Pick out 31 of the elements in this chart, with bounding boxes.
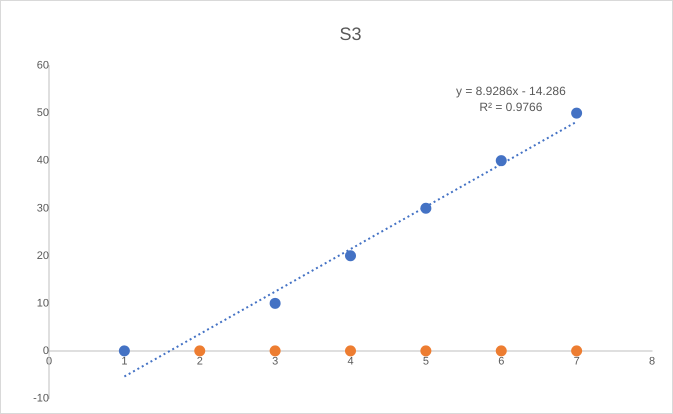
point (118, 345, 130, 356)
x-tick-label: 8 (648, 355, 656, 368)
x-tick-label: 5 (422, 355, 429, 368)
x-tick-label: 1 (121, 355, 128, 368)
point (496, 345, 507, 356)
point (345, 345, 356, 356)
point (270, 298, 281, 309)
x-tick-label: 7 (574, 355, 580, 368)
x-tick-label: 3 (272, 355, 278, 368)
point (420, 202, 432, 214)
y-tick-label: 50 (36, 107, 49, 120)
y-tick-label: -10 (33, 392, 49, 404)
y-tick-label: 30 (36, 202, 49, 214)
x-tick-label: 2 (196, 355, 203, 368)
x-tick-label: 4 (347, 355, 354, 368)
point (345, 250, 356, 262)
y-tick-label: 60 (36, 60, 49, 72)
point (571, 108, 582, 119)
point (496, 155, 507, 166)
point (194, 345, 206, 356)
chart-title: S3 (339, 24, 362, 44)
annotation: y = 8.9286x - 14.286 (456, 83, 566, 99)
point (270, 345, 281, 356)
y-tick-label: 20 (36, 250, 49, 262)
point (571, 345, 582, 356)
point (420, 345, 432, 356)
annotation: R² = 0.9766 (478, 99, 544, 115)
y-tick-label: 40 (36, 154, 49, 167)
x-tick-label: 6 (498, 355, 504, 368)
y-tick-label: 10 (36, 297, 49, 310)
y-tick-label: 0 (42, 344, 49, 357)
